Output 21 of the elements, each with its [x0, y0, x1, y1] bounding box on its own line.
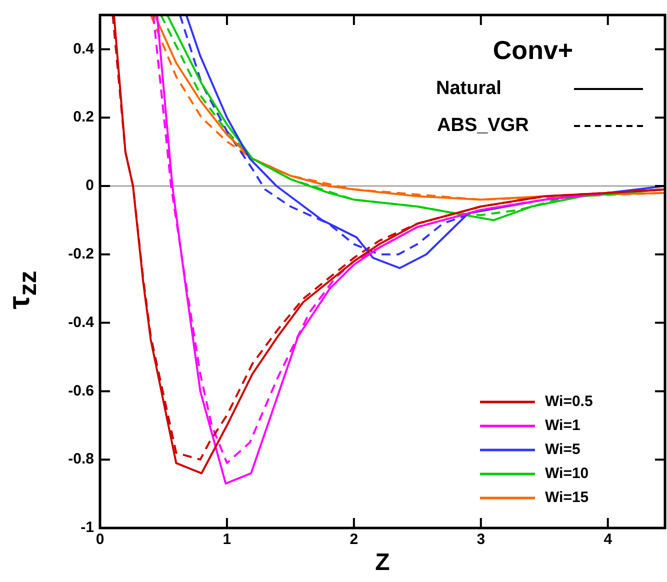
x-tick-label: 3: [476, 531, 486, 548]
annotation: Conv+: [492, 35, 574, 66]
y-tick-label: -1: [80, 519, 94, 536]
y-tick-label: -0.2: [68, 246, 94, 263]
legend-label: Wi=10: [545, 465, 589, 482]
y-tick-label: -0.4: [68, 314, 95, 331]
y-tick-label: 0: [86, 177, 94, 194]
legend-label: Wi=15: [545, 489, 589, 506]
y-tick-label: 0.2: [73, 108, 94, 126]
legend-label: Wi=1: [545, 417, 580, 434]
legend-label: Wi=0.5: [545, 393, 593, 410]
x-axis-title: Z: [375, 549, 390, 576]
x-tick-label: 2: [350, 531, 358, 548]
y-tick-label: -0.6: [68, 382, 94, 400]
annotation: Natural: [436, 78, 502, 100]
y-tick-label: -0.8: [68, 450, 94, 468]
annotation: ABS_VGR: [437, 115, 530, 136]
legend-label: Wi=5: [545, 441, 580, 458]
x-tick-label: 4: [604, 531, 613, 548]
y-tick-label: 0.4: [73, 40, 95, 58]
x-tick-label: 1: [222, 531, 232, 548]
